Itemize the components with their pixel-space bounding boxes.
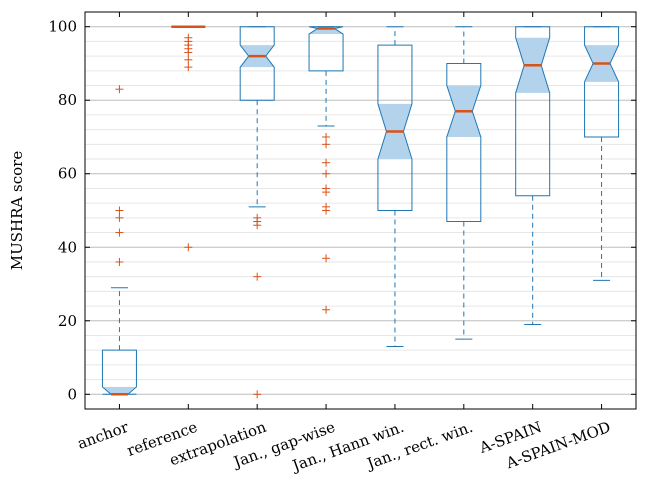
y-tick-label: 0: [67, 385, 77, 403]
outlier-marker: [115, 257, 124, 266]
outlier-marker: [115, 213, 124, 222]
box-group: [239, 26, 275, 399]
plot-area: [101, 25, 620, 399]
grid-lines: [85, 11, 636, 410]
box-group: [101, 85, 137, 396]
y-tick-label: 20: [58, 312, 77, 330]
box-group: [308, 26, 344, 314]
outlier-marker: [253, 272, 262, 281]
box-outline: [308, 26, 344, 72]
plot-frame: [84, 11, 637, 410]
outlier-marker: [115, 206, 124, 215]
box-outline: [584, 26, 620, 138]
box-outline: [515, 26, 551, 197]
y-axis-label: MUSHRA score: [8, 151, 26, 271]
outlier-marker: [184, 63, 193, 72]
outlier-marker: [253, 390, 262, 399]
y-tick-label: 40: [58, 238, 77, 256]
y-axis: 0 20 40 60 80 100: [48, 18, 636, 403]
outlier-marker: [115, 228, 124, 237]
y-tick-label: 100: [48, 18, 77, 36]
box-group: [171, 25, 206, 252]
box-outline: [377, 44, 413, 211]
outlier-marker: [322, 169, 331, 178]
box-group: [446, 26, 482, 340]
outlier-marker: [184, 55, 193, 64]
outlier-marker: [322, 158, 331, 167]
outlier-marker: [322, 132, 331, 141]
box-group: [584, 26, 620, 281]
notch-fill: [102, 386, 137, 395]
box-group: [515, 26, 551, 325]
outlier-marker: [322, 254, 331, 263]
y-tick-label: 80: [58, 91, 77, 109]
box-outline: [239, 26, 275, 101]
outlier-marker: [322, 305, 331, 314]
x-tick-label: anchor: [75, 418, 132, 453]
outlier-marker: [322, 206, 331, 215]
outlier-marker: [322, 140, 331, 149]
outlier-marker: [184, 243, 193, 252]
outlier-marker: [253, 221, 262, 230]
outlier-marker: [115, 85, 124, 94]
outlier-marker: [184, 48, 193, 57]
box-group: [377, 26, 413, 348]
y-tick-label: 60: [58, 165, 77, 183]
outlier-marker: [322, 188, 331, 197]
box-outline: [101, 349, 137, 395]
box-outline: [446, 62, 482, 223]
